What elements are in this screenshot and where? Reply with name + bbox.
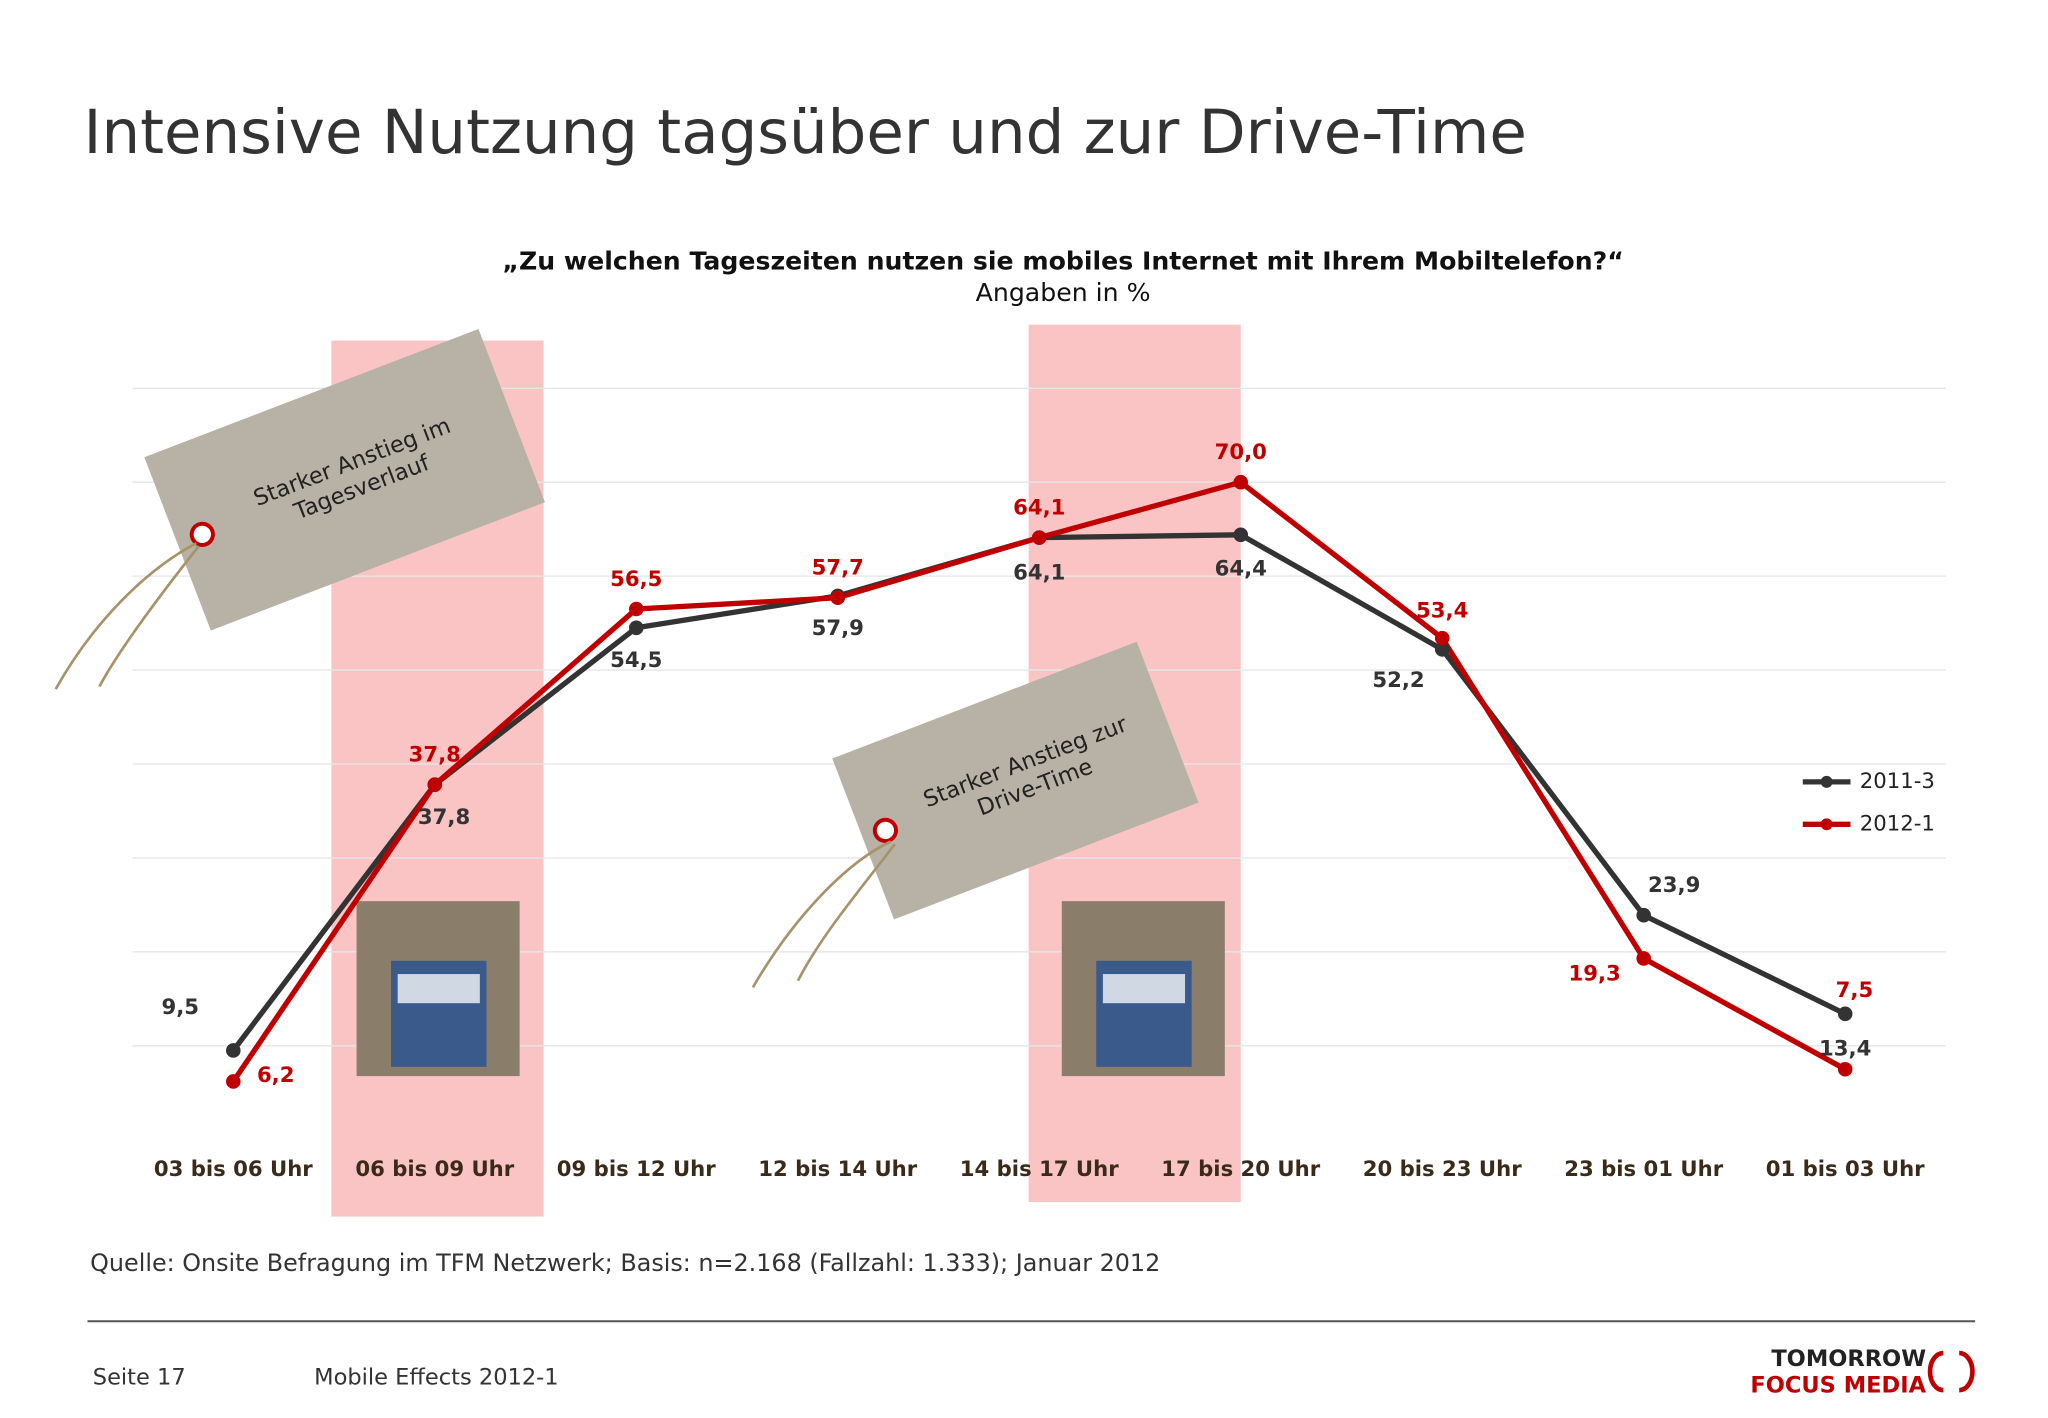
data-label: 37,8 (409, 742, 461, 767)
data-point (830, 590, 846, 606)
data-label: 9,5 (162, 994, 200, 1019)
data-label: 52,2 (1372, 667, 1424, 692)
data-label: 64,4 (1215, 555, 1267, 580)
data-label: 70,0 (1215, 439, 1267, 464)
data-point (1233, 474, 1249, 490)
data-point (226, 1043, 241, 1058)
tram-photo (1061, 901, 1225, 1077)
legend-marker (1820, 818, 1833, 831)
data-label: 37,8 (418, 804, 470, 829)
data-label: 54,5 (610, 647, 662, 672)
data-label: 64,1 (1013, 559, 1065, 584)
logo-text: FOCUS MEDIA (1750, 1373, 1926, 1399)
tag: Starker Anstieg imTagesverlauf (144, 329, 545, 631)
data-label: 7,5 (1836, 977, 1874, 1002)
data-label: 53,4 (1416, 598, 1468, 623)
logo-mark (1927, 1350, 1975, 1393)
data-point (1837, 1006, 1853, 1022)
data-label: 56,5 (610, 566, 662, 591)
tag: Starker Anstieg zurDrive-Time (832, 641, 1199, 920)
x-tick-label: 23 bis 01 Uhr (1564, 1156, 1723, 1181)
tag-string (54, 542, 200, 690)
tram-photo (356, 901, 520, 1077)
x-tick-label: 09 bis 12 Uhr (557, 1156, 716, 1181)
page-number: Seite 17 (93, 1365, 186, 1391)
data-label: 6,2 (257, 1062, 295, 1087)
data-point (1434, 630, 1450, 646)
data-point (628, 620, 644, 636)
x-tick-label: 17 bis 20 Uhr (1161, 1156, 1320, 1181)
data-point (1031, 530, 1047, 545)
data-label: 57,7 (812, 555, 864, 580)
data-point (1837, 1061, 1853, 1077)
data-point (1636, 951, 1651, 966)
data-label: 57,9 (812, 615, 864, 640)
x-tick-label: 06 bis 09 Uhr (355, 1156, 514, 1181)
x-tick-label: 03 bis 06 Uhr (154, 1156, 313, 1181)
data-label: 13,4 (1819, 1036, 1871, 1061)
source: Quelle: Onsite Befragung im TFM Netzwerk… (90, 1249, 1160, 1277)
logo-text: TOMORROW (1771, 1346, 1926, 1372)
data-point (628, 601, 644, 617)
data-point (1636, 907, 1651, 923)
x-tick-label: 14 bis 17 Uhr (960, 1156, 1119, 1181)
legend-label: 2012-1 (1860, 810, 1935, 835)
x-tick-label: 20 bis 23 Uhr (1363, 1156, 1522, 1181)
report-name: Mobile Effects 2012-1 (314, 1365, 558, 1391)
x-tick-label: 01 bis 03 Uhr (1766, 1156, 1925, 1181)
slide-title: Intensive Nutzung tagsüber und zur Drive… (84, 97, 1527, 168)
data-label: 64,1 (1013, 494, 1065, 519)
data-label: 23,9 (1648, 872, 1700, 897)
legend-label: 2011-3 (1860, 768, 1935, 793)
legend-marker (1820, 775, 1833, 788)
data-point (226, 1074, 241, 1089)
data-label: 19,3 (1569, 960, 1621, 985)
data-point (1434, 642, 1450, 657)
x-tick-label: 12 bis 14 Uhr (758, 1156, 917, 1181)
chart-subtitle: Angaben in % (976, 278, 1151, 307)
chart-title: „Zu welchen Tageszeiten nutzen sie mobil… (502, 246, 1623, 275)
data-point (1233, 527, 1249, 543)
data-point (427, 777, 443, 792)
tag-string (751, 840, 896, 988)
